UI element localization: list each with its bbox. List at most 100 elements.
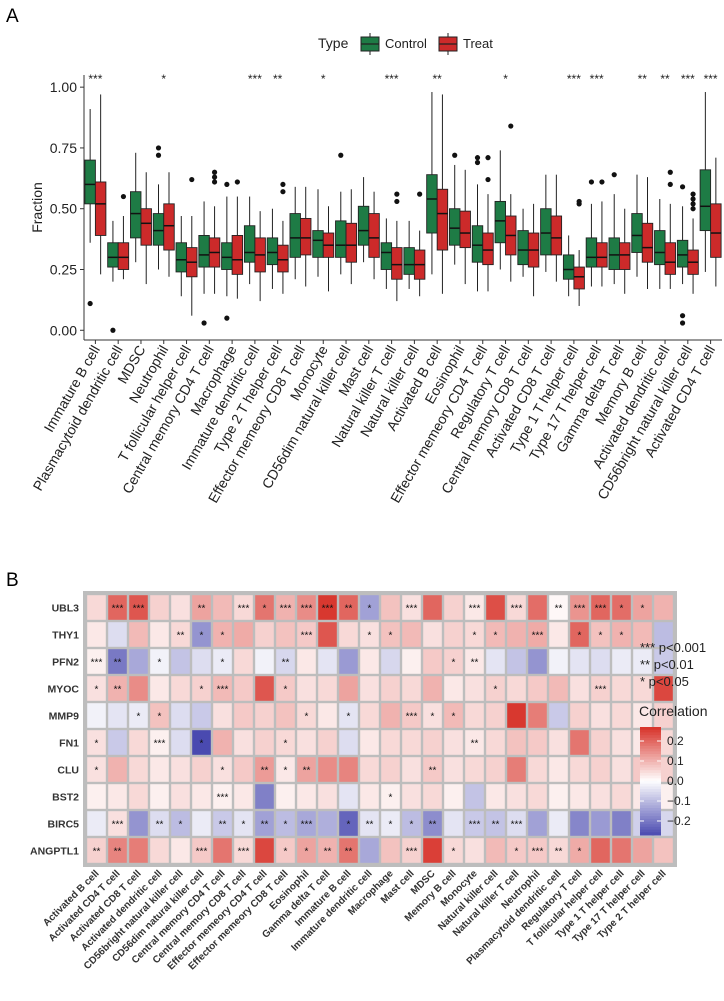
heatmap-cell [486,595,505,620]
heatmap-cell [234,676,253,701]
cell-significance: ** [345,604,353,615]
cell-significance: * [284,820,288,831]
heatmap-cell [465,703,484,728]
heatmap-cell [150,838,169,863]
outlier-point [155,152,162,158]
cell-significance: ** [219,820,227,831]
significance-mark: *** [385,72,399,86]
cell-significance: * [200,739,204,750]
box-control [312,230,324,258]
panel-b-label: B [6,570,19,591]
box-treat [550,215,563,256]
heatmap-cell [108,703,127,728]
heatmap-cell [129,676,148,701]
heatmap-cell [633,703,652,728]
colorbar-segment [640,810,661,814]
heatmap-row-label: MYOC [48,684,80,696]
significance-mark: ** [660,72,670,86]
heatmap-cell [87,784,106,809]
box-control [449,208,461,246]
cell-significance: * [221,658,225,669]
outlier-point [87,300,93,307]
heatmap-cell [570,730,589,755]
heatmap-cell [507,703,526,728]
colorbar-segment [640,824,661,828]
heatmap-cell [612,676,631,701]
heatmap-cell [654,676,673,701]
heatmap-row-label: THY1 [52,630,79,642]
colorbar-segment [640,751,661,755]
heatmap-cell [192,676,211,701]
heatmap-cell [360,757,379,782]
heatmap-cell [381,676,400,701]
significance-mark: *** [88,72,102,86]
heatmap-cell [87,730,106,755]
box-treat [345,222,357,263]
outlier-point [474,155,481,161]
heatmap-cell [402,811,421,836]
colorbar-segment [640,797,661,801]
y-tick-label: 0.00 [50,322,77,338]
heatmap-cell [507,595,526,620]
cell-significance: * [368,631,372,642]
box-control [289,213,301,258]
heatmap-cell [318,784,337,809]
significance-mark: ** [638,72,648,86]
heatmap-cell [297,703,316,728]
cell-significance: ** [93,847,101,858]
heatmap-cell [192,784,211,809]
outlier-point [611,172,617,178]
heatmap-cell [570,649,589,674]
heatmap-cell [549,811,568,836]
heatmap-cell [108,595,127,620]
colorbar-segment [640,805,661,809]
heatmap-cell [150,784,169,809]
heatmap-cell [402,784,421,809]
heatmap-cell [549,622,568,647]
heatmap-cell [486,649,505,674]
heatmap-cell [150,649,169,674]
significance-mark: *** [681,72,695,86]
colorbar-segment [640,775,661,779]
heatmap-cell [612,838,631,863]
outlier-point [110,327,116,333]
significance-legend-item: ** p<0.01 [640,657,694,672]
heatmap-row-label: ANGPTL1 [30,846,79,858]
colorbar-segment [640,802,661,806]
heatmap-cell [318,730,337,755]
heatmap-cell [87,622,106,647]
outlier-point [234,179,240,185]
colorbar-segment [640,727,661,731]
outlier-point [679,313,686,319]
heatmap-cell [528,676,547,701]
heatmap-cell [507,757,526,782]
heatmap-cell [339,703,358,728]
colorbar-segment [640,754,661,758]
heatmap-cell [654,703,673,728]
outlier-point [338,152,344,158]
heatmap-cell [528,811,547,836]
significance-mark: * [321,72,326,86]
heatmap-cell [339,595,358,620]
significance-legend-item: * p<0.05 [640,674,689,689]
heatmap-cell [87,811,106,836]
heatmap-cell [591,703,610,728]
heatmap-cell [108,784,127,809]
heatmap-cell [192,811,211,836]
cell-significance: * [179,820,183,831]
outlier-point [474,159,481,166]
cell-significance: ** [555,847,563,858]
heatmap-cell [423,838,442,863]
outlier-point [690,191,696,197]
heatmap-cell [213,649,232,674]
outlier-point [201,320,207,326]
outlier-point [485,176,491,183]
heatmap-cell [108,730,127,755]
colorbar-segment [640,764,661,768]
heatmap-cell [528,595,547,620]
outlier-point [224,315,230,321]
heatmap-cell [528,703,547,728]
cell-significance: ** [429,820,437,831]
heatmap-cell [549,757,568,782]
cell-significance: *** [217,685,229,696]
